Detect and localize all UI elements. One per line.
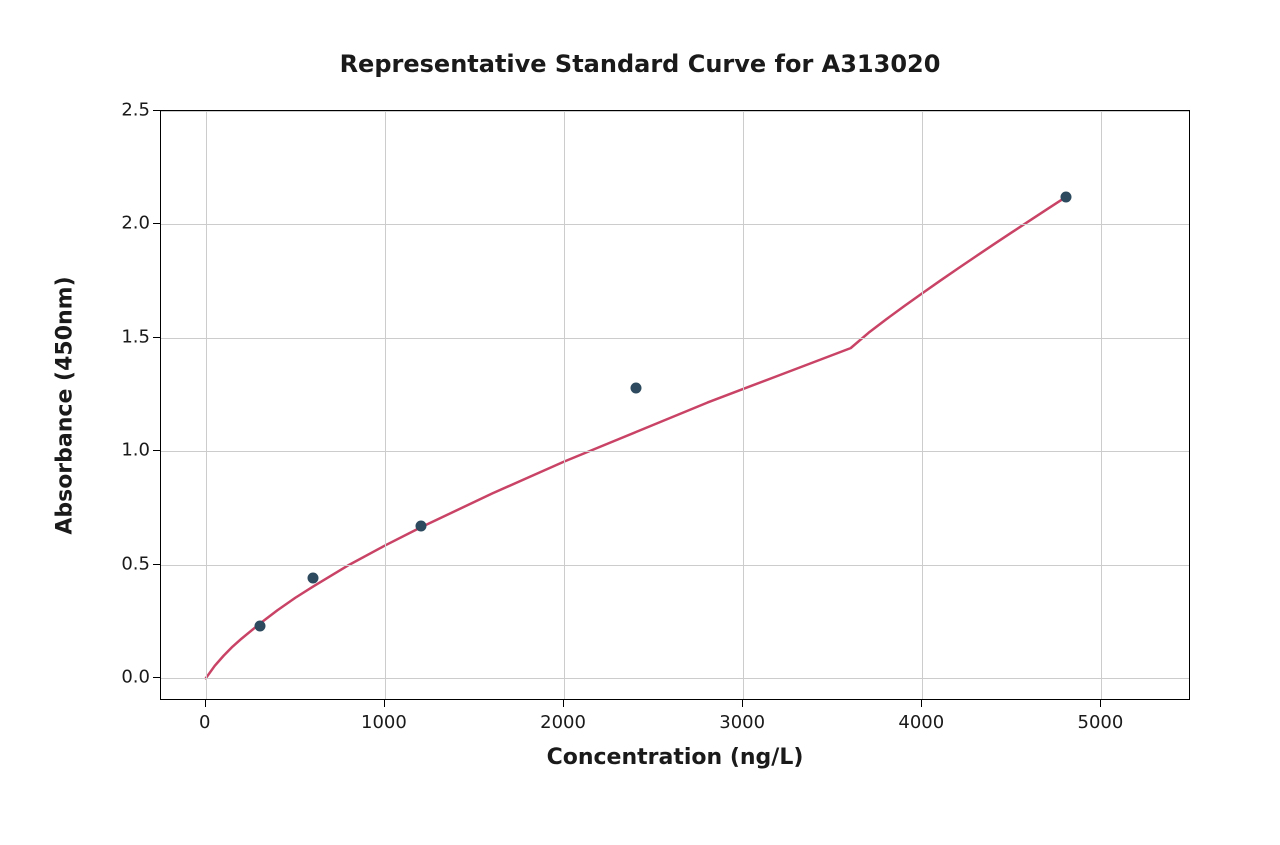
x-tick-mark xyxy=(205,700,206,707)
y-tick-mark xyxy=(153,337,160,338)
grid-line-vertical xyxy=(385,111,386,699)
x-tick-label: 5000 xyxy=(1078,712,1124,733)
x-tick-label: 1000 xyxy=(361,712,407,733)
x-tick-label: 0 xyxy=(199,712,210,733)
y-tick-mark xyxy=(153,223,160,224)
y-tick-mark xyxy=(153,564,160,565)
x-tick-label: 2000 xyxy=(540,712,586,733)
grid-line-vertical xyxy=(743,111,744,699)
grid-line-vertical xyxy=(1101,111,1102,699)
x-tick-label: 4000 xyxy=(898,712,944,733)
y-tick-label: 2.0 xyxy=(110,213,150,234)
grid-line-horizontal xyxy=(161,678,1189,679)
x-tick-mark xyxy=(1100,700,1101,707)
y-tick-mark xyxy=(153,110,160,111)
x-tick-mark xyxy=(921,700,922,707)
y-tick-mark xyxy=(153,677,160,678)
x-tick-mark xyxy=(742,700,743,707)
grid-line-vertical xyxy=(564,111,565,699)
grid-line-horizontal xyxy=(161,338,1189,339)
x-tick-label: 3000 xyxy=(719,712,765,733)
y-tick-label: 1.5 xyxy=(110,326,150,347)
grid-line-horizontal xyxy=(161,451,1189,452)
grid-line-horizontal xyxy=(161,111,1189,112)
data-point xyxy=(630,382,641,393)
grid-line-horizontal xyxy=(161,224,1189,225)
grid-line-vertical xyxy=(922,111,923,699)
y-tick-label: 0.0 xyxy=(110,667,150,688)
y-tick-label: 0.5 xyxy=(110,553,150,574)
y-tick-label: 2.5 xyxy=(110,100,150,121)
y-tick-mark xyxy=(153,450,160,451)
y-axis-label: Absorbance (450nm) xyxy=(53,111,78,701)
grid-line-vertical xyxy=(206,111,207,699)
x-axis-label: Concentration (ng/L) xyxy=(160,745,1190,770)
chart-title: Representative Standard Curve for A31302… xyxy=(0,50,1280,78)
x-tick-mark xyxy=(563,700,564,707)
chart-container: Representative Standard Curve for A31302… xyxy=(0,0,1280,845)
data-point xyxy=(1060,192,1071,203)
plot-area xyxy=(160,110,1190,700)
x-tick-mark xyxy=(384,700,385,707)
grid-line-horizontal xyxy=(161,565,1189,566)
fitted-curve-path xyxy=(206,197,1066,678)
data-point xyxy=(254,621,265,632)
y-tick-label: 1.0 xyxy=(110,440,150,461)
data-point xyxy=(308,573,319,584)
data-point xyxy=(415,521,426,532)
fitted-curve xyxy=(161,111,1191,701)
